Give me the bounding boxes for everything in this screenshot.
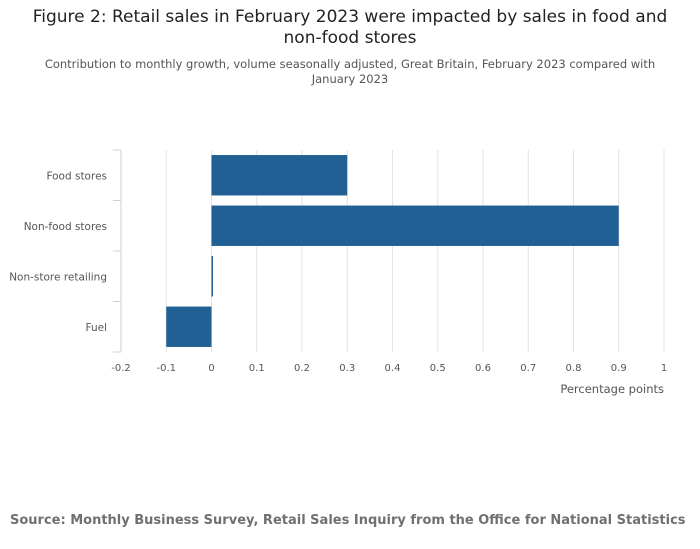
x-tick-label: 0.6	[475, 363, 491, 374]
x-tick-label: 0.2	[294, 363, 310, 374]
y-category-label: Non-store retailing	[9, 271, 107, 283]
bar	[166, 306, 212, 347]
x-tick-label: -0.1	[156, 363, 176, 374]
bar	[211, 205, 619, 246]
y-category-label: Food stores	[46, 170, 107, 182]
x-tick-label: 0	[208, 363, 214, 374]
y-category-label: Non-food stores	[24, 221, 107, 233]
x-tick-label: 0.9	[611, 363, 627, 374]
source-note: Source: Monthly Business Survey, Retail …	[10, 513, 686, 528]
x-tick-label: 0.4	[385, 363, 401, 374]
x-axis-title: Percentage points	[560, 382, 664, 396]
gridlines	[165, 150, 665, 352]
x-tick-label: 0.5	[430, 363, 446, 374]
chart-subtitle: Contribution to monthly growth, volume s…	[44, 57, 656, 86]
x-tick-label: 1	[661, 363, 667, 374]
x-tick-label: 0.3	[339, 363, 355, 374]
bar	[211, 155, 348, 196]
bars	[166, 155, 619, 347]
x-tick-label: 0.1	[249, 363, 265, 374]
x-tick-label: 0.7	[520, 363, 536, 374]
x-tick-label: 0.8	[566, 363, 582, 374]
y-category-label: Fuel	[86, 322, 108, 334]
chart-title: Figure 2: Retail sales in February 2023 …	[32, 7, 668, 48]
axes: -0.2 -0.1 0 0.1 0.2 0.3 0.4 0.5 0.6 0.7 0.8 0.9 1 Foo…	[9, 149, 667, 374]
x-tick-label: -0.2	[111, 363, 131, 374]
bar	[211, 256, 213, 297]
